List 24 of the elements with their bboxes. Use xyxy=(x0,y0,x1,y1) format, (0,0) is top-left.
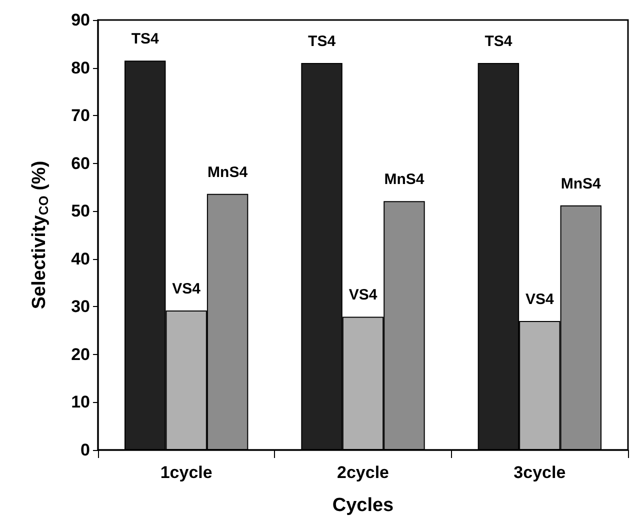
y-tick-label: 30 xyxy=(71,297,90,316)
text: TS4 xyxy=(484,33,512,50)
x-tick-label: 1cycle xyxy=(160,463,212,482)
y-tick-label: 40 xyxy=(71,249,90,268)
y-tick-label: 90 xyxy=(71,10,90,30)
x-axis-title: Cycles xyxy=(332,495,394,516)
y-axis-title: SelectivityCO (%) xyxy=(29,160,51,310)
y-tick-label: 10 xyxy=(71,392,90,412)
text: VS4 xyxy=(348,286,378,304)
text: VS4 xyxy=(525,291,554,308)
y-tick-label: 20 xyxy=(71,344,90,364)
text: TS4 xyxy=(308,33,336,50)
y-tick-label: 80 xyxy=(71,58,90,78)
text: MnS4 xyxy=(560,175,601,192)
text: MnS4 xyxy=(384,171,424,188)
y-tick-label: 50 xyxy=(71,202,90,221)
series-label: MnS4 xyxy=(208,164,248,181)
series-label: VS4 xyxy=(172,280,202,298)
y-tick-label: 60 xyxy=(71,154,90,173)
x-tick-label: 3cycle xyxy=(514,463,566,482)
series-label: TS4 xyxy=(131,30,160,48)
y-tick-label: 0 xyxy=(80,440,90,460)
x-tick-label: 2cycle xyxy=(337,463,389,482)
y-tick-label: 70 xyxy=(71,106,90,126)
